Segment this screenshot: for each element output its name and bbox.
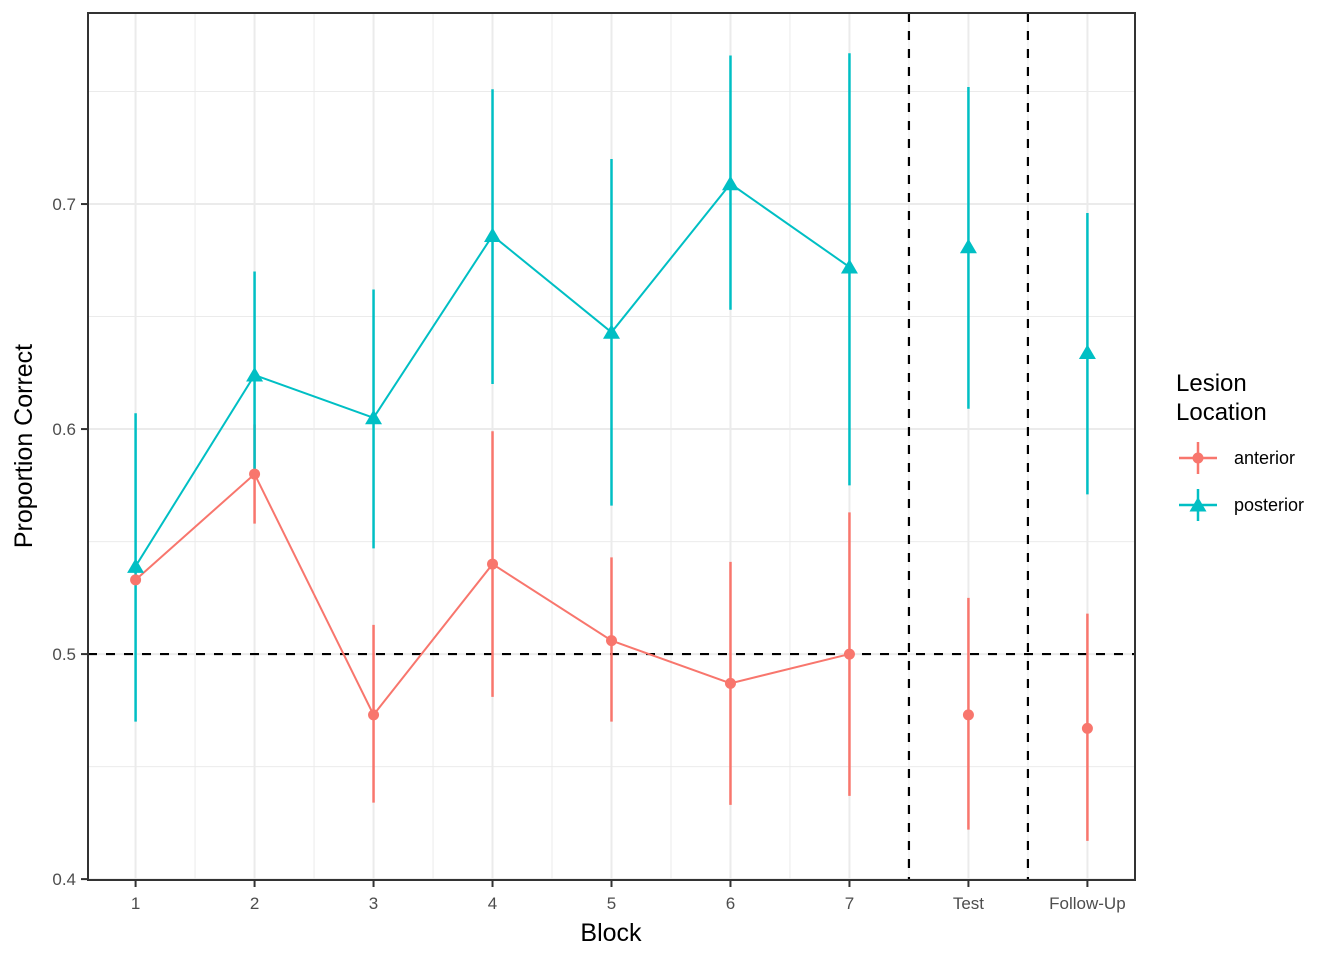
data-point-anterior xyxy=(249,468,261,480)
data-point-posterior xyxy=(1078,344,1096,360)
x-tick-label: 3 xyxy=(369,894,378,913)
x-tick-label: 7 xyxy=(845,894,854,913)
x-tick-label: 2 xyxy=(250,894,259,913)
legend-label-posterior: posterior xyxy=(1234,495,1304,515)
x-tick-label: 4 xyxy=(488,894,497,913)
markers-posterior xyxy=(127,175,1096,573)
y-tick-label: 0.5 xyxy=(52,645,76,664)
y-axis-title: Proportion Correct xyxy=(10,344,38,548)
data-point-posterior xyxy=(603,324,620,339)
data-point-posterior xyxy=(365,409,383,425)
data-point-anterior xyxy=(368,709,380,721)
data-point-posterior xyxy=(246,367,264,382)
legend-title-line2: Location xyxy=(1176,399,1267,426)
x-tick-label: 6 xyxy=(726,894,735,913)
axis-ticks xyxy=(81,203,1089,887)
data-point-posterior xyxy=(484,227,502,243)
x-tick-label: 1 xyxy=(131,894,140,913)
data-point-anterior xyxy=(843,648,855,660)
legend-key-marker xyxy=(1189,497,1207,512)
data-point-anterior xyxy=(606,635,617,647)
data-point-anterior xyxy=(487,558,499,570)
data-point-posterior xyxy=(721,175,739,191)
data-point-anterior xyxy=(962,709,974,721)
plot-area: 1 2 3 4 5 6 7 Test Follow-Up 0.4 0.5 0.6 0.7 xyxy=(52,12,1136,913)
legend-key-posterior xyxy=(1179,489,1217,521)
x-axis-title: Block xyxy=(580,919,642,947)
x-tick-label: Follow-Up xyxy=(1049,894,1126,913)
x-tick-label: Test xyxy=(953,894,984,913)
legend-keys xyxy=(1179,442,1217,521)
data-point-posterior xyxy=(959,238,977,254)
data-point-posterior xyxy=(127,558,145,573)
y-tick-label: 0.4 xyxy=(52,870,76,889)
x-tick-label: 5 xyxy=(607,894,616,913)
data-point-posterior xyxy=(840,259,858,274)
legend-title-line1: Lesion xyxy=(1176,370,1247,397)
legend-label-anterior: anterior xyxy=(1234,448,1295,468)
data-point-anterior xyxy=(724,677,736,689)
y-tick-label: 0.6 xyxy=(52,420,76,439)
data-point-anterior xyxy=(130,574,142,586)
y-tick-label: 0.7 xyxy=(52,195,76,214)
data-point-anterior xyxy=(1081,722,1093,734)
legend-key-anterior xyxy=(1179,442,1217,474)
legend: Lesion Location anterior posterior xyxy=(1176,370,1304,521)
markers-anterior xyxy=(130,468,1093,734)
legend-key-marker xyxy=(1192,452,1204,464)
